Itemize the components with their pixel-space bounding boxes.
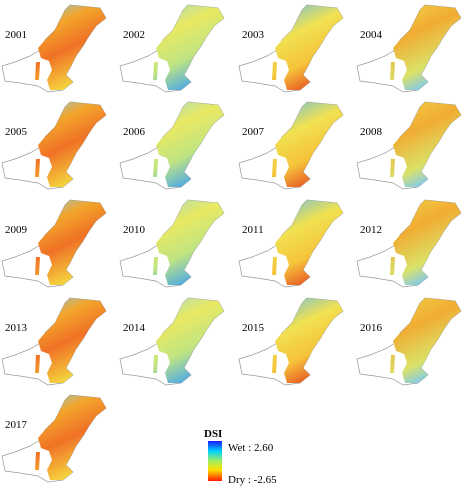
year-label: 2007 (242, 126, 265, 138)
year-label: 2012 (360, 224, 382, 236)
map-panel: 2004 (356, 4, 462, 93)
map-panel: 2012 (356, 199, 462, 288)
map-panel: 2005 (1, 101, 107, 190)
map-panel: 2006 (119, 101, 225, 190)
legend-color-bar (208, 441, 222, 481)
dsi-region (35, 200, 106, 285)
year-label: 2008 (360, 126, 383, 138)
dsi-region (390, 298, 461, 383)
map-panel: 2003 (238, 4, 344, 93)
year-label: 2009 (5, 224, 28, 236)
map-panel: 2008 (356, 101, 462, 190)
legend-dry-label: Dry : -2.65 (228, 474, 277, 486)
map-panel: 2001 (1, 4, 107, 93)
map-panels: 2001 2002 2003 2004 2005 2006 2007 2008 2009 2010… (1, 4, 462, 483)
year-label: 2005 (5, 126, 28, 138)
year-label: 2002 (123, 29, 145, 41)
map-panel: 2009 (1, 199, 107, 288)
dsi-region (272, 102, 343, 187)
year-label: 2017 (5, 419, 28, 431)
dsi-region (390, 5, 461, 90)
dsi-region (153, 102, 224, 187)
dsi-region (272, 298, 343, 383)
dsi-region (35, 298, 106, 383)
legend-title: DSI (204, 428, 222, 440)
dsi-region (153, 5, 224, 90)
dsi-region (35, 395, 106, 480)
dsi-region (35, 102, 106, 187)
dsi-region (390, 200, 461, 285)
dsi-region (272, 5, 343, 90)
map-panel: 2002 (119, 4, 225, 93)
map-panel: 2013 (1, 297, 107, 386)
year-label: 2016 (360, 322, 383, 334)
map-panel: 2014 (119, 297, 225, 386)
year-label: 2011 (242, 224, 264, 236)
dsi-region (153, 200, 224, 285)
map-panel: 2017 (1, 394, 107, 483)
year-label: 2001 (5, 29, 27, 41)
map-panel: 2015 (238, 297, 344, 386)
legend-wet-label: Wet : 2.60 (228, 442, 274, 454)
dsi-region (272, 200, 343, 285)
year-label: 2003 (242, 29, 265, 41)
dsi-region (35, 5, 106, 90)
legend: DSI Wet : 2.60 Dry : -2.65 (204, 428, 277, 486)
year-label: 2014 (123, 322, 146, 334)
map-panel: 2016 (356, 297, 462, 386)
map-panel: 2007 (238, 101, 344, 190)
map-panel: 2010 (119, 199, 225, 288)
dsi-region (390, 102, 461, 187)
dsi-region (153, 298, 224, 383)
year-label: 2010 (123, 224, 146, 236)
year-label: 2015 (242, 322, 265, 334)
year-label: 2006 (123, 126, 146, 138)
year-label: 2013 (5, 322, 28, 334)
year-label: 2004 (360, 29, 383, 41)
map-panel: 2011 (238, 199, 344, 288)
